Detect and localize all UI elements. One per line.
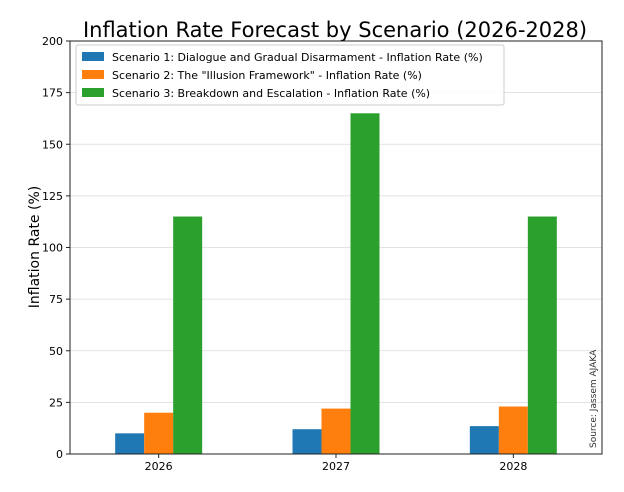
axis-ticks: 0 25 50 75 100 125 150 175 200 2026 2027 2028 <box>42 35 527 473</box>
bar-2026-series-3 <box>173 216 203 454</box>
bar-2026-series-2 <box>144 412 174 454</box>
chart-title: Inflation Rate Forecast by Scenario (202… <box>83 18 587 42</box>
bar-2026-series-1 <box>115 433 145 454</box>
y-tick-label: 175 <box>42 87 63 100</box>
legend-box <box>75 44 505 106</box>
x-tick-label: 2027 <box>322 460 350 473</box>
bars <box>115 113 557 455</box>
y-axis-label: Inflation Rate (%) <box>27 186 43 308</box>
bar-2028-series-1 <box>469 426 499 454</box>
x-tick-label: 2028 <box>499 460 527 473</box>
y-tick-label: 200 <box>42 35 63 48</box>
y-tick-label: 0 <box>56 448 63 461</box>
source-annotation: Source: Jassem AJAKA <box>589 349 599 448</box>
legend-label: Scenario 3: Breakdown and Escalation - I… <box>112 87 430 100</box>
y-tick-label: 50 <box>49 345 63 358</box>
legend-label: Scenario 2: The "Illusion Framework" - I… <box>112 69 422 82</box>
legend-swatch <box>82 88 104 97</box>
bar-2028-series-3 <box>527 216 557 454</box>
y-tick-label: 75 <box>49 293 63 306</box>
bar-2027-series-2 <box>321 408 351 454</box>
legend-label: Scenario 1: Dialogue and Gradual Disarma… <box>112 51 483 64</box>
y-tick-label: 150 <box>42 138 63 151</box>
bar-2027-series-1 <box>292 429 322 454</box>
y-tick-label: 100 <box>42 242 63 255</box>
bar-2028-series-2 <box>498 406 528 454</box>
legend-swatch <box>82 52 104 61</box>
y-tick-label: 25 <box>49 396 63 409</box>
x-tick-label: 2026 <box>145 460 173 473</box>
legend: Scenario 1: Dialogue and Gradual Disarma… <box>75 44 505 106</box>
bar-2027-series-3 <box>350 113 380 455</box>
y-tick-label: 125 <box>42 190 63 203</box>
legend-swatch <box>82 70 104 79</box>
